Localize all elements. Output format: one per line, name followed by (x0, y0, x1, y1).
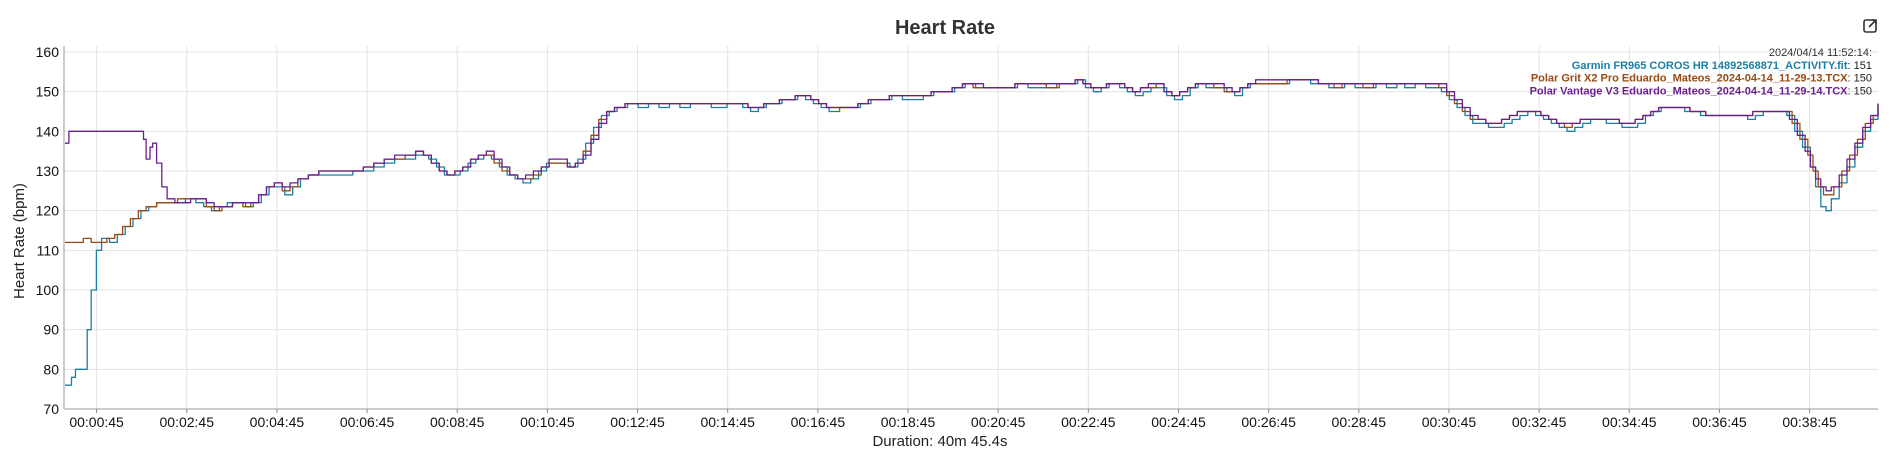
x-tick-label: 00:08:45 (430, 414, 485, 430)
legend-entry: Polar Vantage V3 Eduardo_Mateos_2024-04-… (1530, 85, 1872, 97)
y-tick-label: 160 (36, 44, 60, 60)
legend-separator: : (1848, 73, 1854, 85)
legend: 2024/04/14 11:52:14: Garmin FR965 COROS … (1530, 47, 1872, 97)
x-tick-label: 00:24:45 (1151, 414, 1206, 430)
legend-timestamp: 2024/04/14 11:52:14: (1769, 47, 1872, 59)
x-tick-label: 00:20:45 (971, 414, 1026, 430)
x-tick-label: 00:38:45 (1782, 414, 1837, 430)
legend-series-value: 151 (1854, 60, 1872, 72)
y-axis-label: Heart Rate (bpm) (11, 183, 28, 299)
chart-title: Heart Rate (895, 17, 995, 39)
legend-series-name: Polar Grit X2 Pro Eduardo_Mateos_2024-04… (1531, 73, 1848, 85)
x-tick-label: 00:28:45 (1332, 414, 1387, 430)
x-axis-ticks: 00:00:45 00:02:45 00:04:45 00:06:45 00:08:45… (69, 409, 1837, 430)
legend-series-value: 150 (1854, 73, 1872, 85)
series-line-2 (65, 79, 1879, 208)
y-tick-label: 150 (36, 84, 60, 100)
x-tick-label: 00:30:45 (1422, 414, 1477, 430)
axes (63, 46, 1878, 410)
x-tick-label: 00:32:45 (1512, 414, 1567, 430)
y-tick-label: 110 (37, 242, 60, 258)
x-tick-label: 00:16:45 (791, 414, 846, 430)
y-tick-label: 120 (36, 203, 60, 219)
x-tick-label: 00:36:45 (1692, 414, 1747, 430)
x-tick-label: 00:02:45 (160, 414, 215, 430)
y-tick-label: 70 (43, 401, 59, 417)
y-tick-label: 140 (36, 123, 60, 139)
y-axis-ticks: 70 80 90 100 110 120 130 140 150 160 (36, 44, 60, 417)
legend-entry: Garmin FR965 COROS HR 14892568871_ACTIVI… (1572, 60, 1872, 72)
legend-series-value: 150 (1854, 85, 1872, 97)
series-line-1 (65, 79, 1879, 244)
x-tick-label: 00:10:45 (520, 414, 575, 430)
x-tick-label: 00:34:45 (1602, 414, 1657, 430)
x-tick-label: 00:14:45 (700, 414, 755, 430)
x-tick-label: 00:18:45 (881, 414, 936, 430)
legend-separator: : (1848, 60, 1854, 72)
legend-series-name: Polar Vantage V3 Eduardo_Mateos_2024-04-… (1530, 85, 1849, 97)
series-line-0 (65, 79, 1879, 386)
edit-export-icon[interactable] (1863, 19, 1878, 33)
y-tick-label: 130 (36, 163, 60, 179)
legend-entry: Polar Grit X2 Pro Eduardo_Mateos_2024-04… (1531, 73, 1872, 85)
grid (64, 46, 1878, 410)
x-tick-label: 00:00:45 (69, 414, 124, 430)
y-tick-label: 90 (43, 322, 59, 338)
x-tick-label: 00:06:45 (340, 414, 395, 430)
y-tick-label: 100 (36, 282, 60, 298)
series-lines (65, 79, 1879, 386)
x-axis-label: Duration: 40m 45.4s (872, 433, 1007, 450)
x-tick-label: 00:22:45 (1061, 414, 1116, 430)
legend-series-name: Garmin FR965 COROS HR 14892568871_ACTIVI… (1572, 60, 1848, 72)
x-tick-label: 00:12:45 (610, 414, 665, 430)
x-tick-label: 00:26:45 (1241, 414, 1296, 430)
y-tick-label: 80 (43, 361, 59, 377)
legend-items: Garmin FR965 COROS HR 14892568871_ACTIVI… (1530, 60, 1872, 97)
legend-separator: : (1848, 85, 1854, 97)
x-tick-label: 00:04:45 (250, 414, 305, 430)
